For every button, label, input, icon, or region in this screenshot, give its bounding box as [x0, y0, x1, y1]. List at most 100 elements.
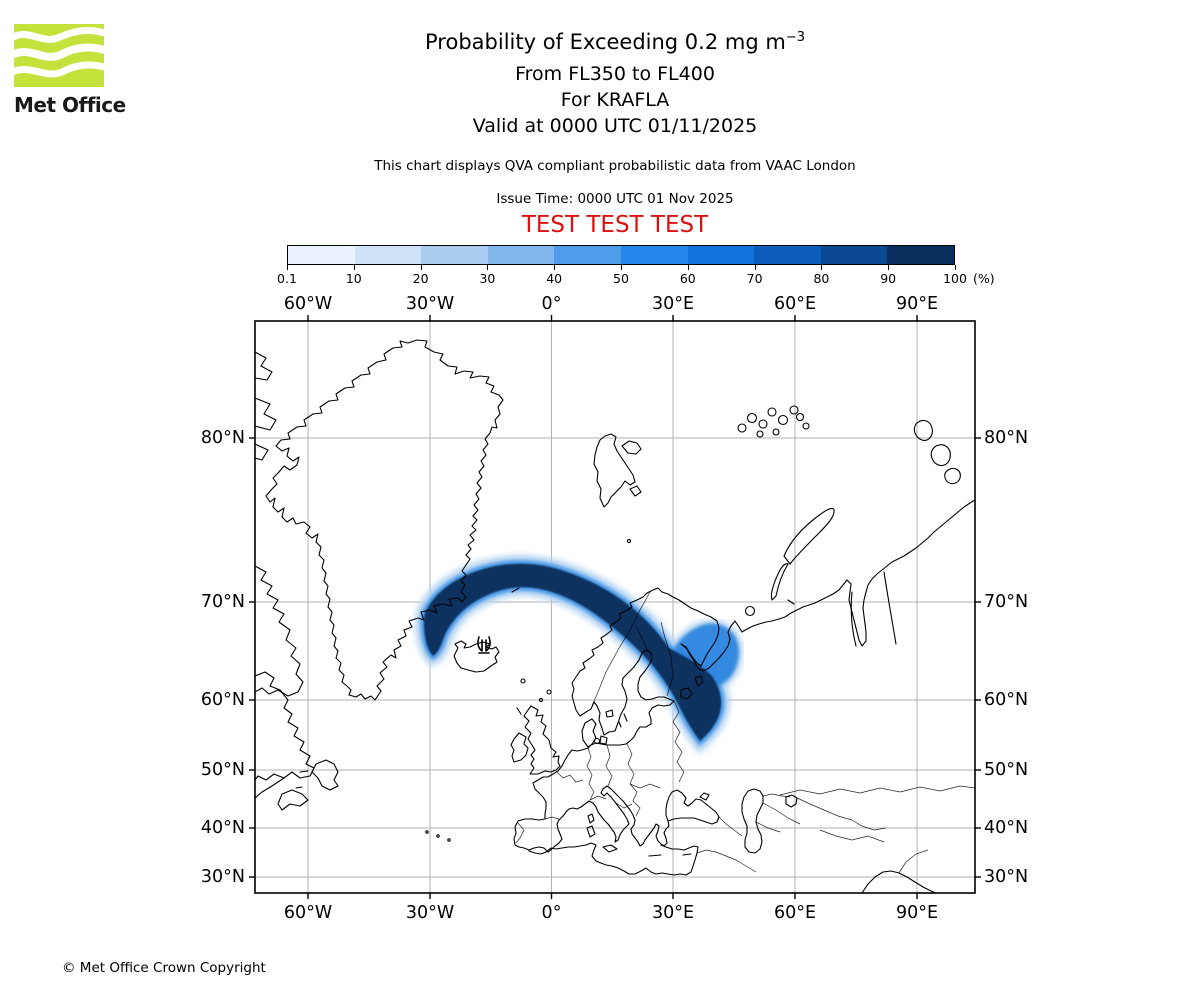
y-axis-label-right: 50°N [984, 760, 1029, 780]
y-axis-label-right: 30°N [984, 867, 1029, 887]
y-axis-label-left: 50°N [200, 760, 245, 780]
colorbar-segment [421, 246, 488, 264]
met-office-logo-text: Met Office [14, 93, 126, 117]
x-axis-label-top: 30°W [405, 294, 455, 314]
subtitle-valid-time: Valid at 0000 UTC 01/11/2025 [472, 115, 758, 137]
border-france-northeast [556, 771, 584, 783]
coastline-zealand [599, 735, 608, 745]
coastline-hebrides [516, 707, 522, 715]
x-axis-label-bottom: 90°E [895, 903, 939, 923]
coastline-vaygach-island [787, 599, 795, 605]
border-turkey-south [696, 849, 757, 873]
y-axis-label-left: 80°N [200, 428, 245, 448]
border-baltics-russia [672, 700, 685, 783]
colorbar-segment [288, 246, 355, 264]
map-svg [249, 315, 981, 899]
border-uzbek [796, 797, 853, 821]
x-axis-label-bottom: 60°W [283, 903, 333, 923]
border-norway-sweden [591, 591, 651, 707]
colorbar-tick [487, 265, 489, 270]
coastlines-group [255, 339, 975, 893]
coastline-svalbard-northeast-island [621, 440, 642, 455]
coastline-sicily [602, 844, 618, 853]
coastline-sea-of-azov [699, 792, 710, 801]
colorbar-unit-label: (%) [973, 271, 995, 286]
colorbar-tick [687, 265, 689, 270]
border-turkmen [762, 802, 801, 825]
border-spain-france [544, 816, 560, 820]
colorbar-tick [353, 265, 355, 270]
title-exponent: −3 [785, 30, 805, 45]
colorbar-segment [620, 246, 688, 264]
colorbar-tick-label: 40 [546, 271, 563, 286]
coastline-caspian-sea [741, 788, 764, 854]
coastline-scandinavia-arctic-russia [571, 499, 975, 717]
coastline-ireland [510, 732, 529, 763]
colorbar-tick-label: 90 [880, 271, 897, 286]
coastline-cyprus [682, 853, 692, 856]
ash-plume-high-probability-core [424, 563, 722, 741]
map-frame [254, 320, 976, 894]
border-finland-russia [660, 621, 674, 697]
colorbar-tick-label: 30 [479, 271, 496, 286]
border-balkans [615, 802, 633, 809]
coastline-anticosti [295, 770, 309, 789]
coastline-azores [425, 830, 451, 842]
coastline-orkney [538, 697, 544, 703]
x-axis-label-top: 60°W [283, 294, 333, 314]
y-axis-label-left: 30°N [200, 867, 245, 887]
coastline-aral-sea [785, 794, 798, 808]
border-alps-italy [589, 795, 607, 801]
coastline-novaya-zemlya-north [783, 507, 835, 565]
coastline-severnaya-zemlya [913, 419, 961, 485]
colorbar-segment [487, 246, 555, 264]
colorbar-tick [955, 265, 956, 270]
colorbar-tick-label: 100 [943, 271, 967, 286]
axis-ticks [249, 315, 981, 899]
x-axis-label-top: 30°E [651, 294, 695, 314]
title-text: Probability of Exceeding 0.2 mg m [425, 30, 786, 54]
colorbar-tick [554, 265, 556, 270]
border-central-asia-east [851, 819, 929, 874]
probability-colorbar: (%) 0.1 10 20 30 40 50 60 70 80 90 100 [277, 245, 995, 291]
coastline-newfoundland [311, 759, 339, 791]
colorbar-segment [554, 246, 621, 264]
colorbar-tick-label: 70 [746, 271, 763, 286]
page-title: Probability of Exceeding 0.2 mg m−3 [255, 30, 975, 54]
colorbar-segment [754, 246, 821, 264]
border-ukraine-romania [629, 783, 661, 789]
coastline-svalbard [593, 433, 636, 508]
colorbar-tick-label: 10 [345, 271, 362, 286]
coastline-lake-vanern [605, 709, 614, 718]
coastline-black-sea [665, 789, 720, 825]
y-axis-label-right: 80°N [984, 428, 1029, 448]
colorbar-swatches [287, 245, 955, 265]
coastline-gulf-of-ob [850, 571, 897, 647]
colorbar-tick [621, 265, 622, 270]
x-axis-label-top: 90°E [895, 294, 939, 314]
colorbar-segment [687, 246, 755, 264]
colorbar-tick-label: 0.1 [277, 271, 297, 286]
x-axis-label-bottom: 30°W [405, 903, 455, 923]
border-kazakh-aral [762, 793, 791, 798]
coastline-shetland [546, 689, 552, 695]
border-iran-afghan [819, 829, 885, 843]
coastline-novaya-zemlya-south [770, 563, 789, 601]
map-area [249, 315, 981, 899]
coastline-crete [648, 854, 662, 857]
colorbar-segment [820, 246, 888, 264]
border-caucasus [718, 816, 743, 837]
colorbar-tick-label: 20 [412, 271, 429, 286]
border-russia-kazakhstan [779, 785, 975, 796]
x-axis-label-top: 0° [541, 294, 562, 314]
colorbar-tick-label: 60 [679, 271, 696, 286]
colorbar-segment [354, 246, 422, 264]
country-borders-group [515, 591, 975, 874]
coastline-denmark-jutland [581, 718, 597, 748]
coastline-jan-mayen [511, 587, 520, 593]
issue-time: Issue Time: 0000 UTC 01 Nov 2025 [496, 191, 734, 207]
colorbar-tick [821, 265, 823, 270]
coastline-franz-josef-land [737, 405, 810, 438]
y-axis-label-left: 60°N [200, 690, 245, 710]
coastline-mediterranean-north [528, 785, 670, 853]
